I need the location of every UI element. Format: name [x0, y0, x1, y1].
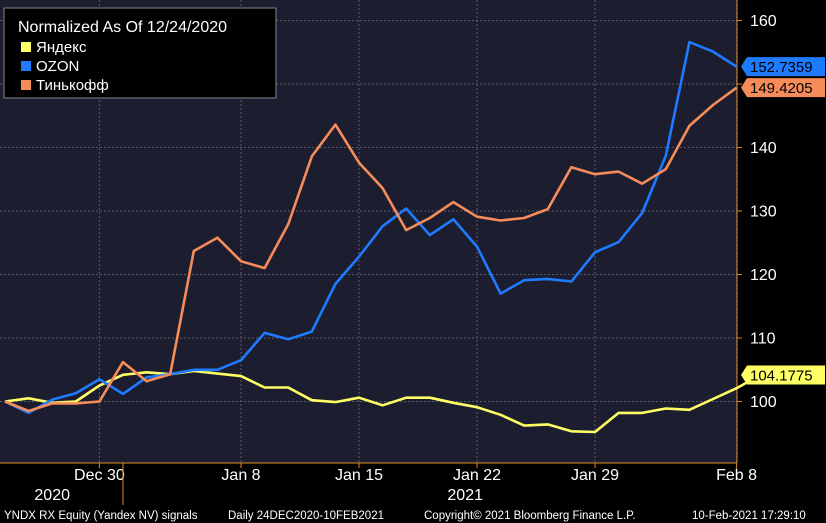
legend: Normalized As Of 12/24/2020 Яндекс OZON Ти…: [3, 7, 277, 99]
last-value-label: 104.1775: [750, 367, 813, 384]
legend-label: Яндекс: [36, 39, 87, 56]
y-tick-label: 130: [750, 204, 777, 221]
footer-range: Daily 24DEC2020-10FEB2021: [228, 510, 384, 522]
y-tick-label: 110: [750, 331, 776, 348]
legend-swatch: [21, 61, 31, 71]
legend-box: [3, 7, 277, 99]
last-value-tag: [741, 365, 825, 385]
series-lines: [4, 40, 761, 434]
y-tick-label: 100: [750, 394, 777, 411]
legend-label: Тинькофф: [36, 77, 109, 94]
x-tick-label: Jan 15: [335, 467, 383, 484]
footer-timestamp: 10-Feb-2021 17:29:10: [692, 510, 806, 522]
year-label: 2020: [34, 487, 70, 504]
x-tick-label: Jan 8: [221, 467, 260, 484]
series-line: [4, 86, 738, 413]
x-tick-label: Feb 8: [716, 467, 757, 484]
y-tick-label: 140: [750, 140, 777, 157]
x-tick-label: Dec 30: [74, 467, 125, 484]
chart-title: Normalized As Of 12/24/2020: [18, 19, 227, 36]
footer: YNDX RX Equity (Yandex NV) signals Daily…: [4, 510, 806, 522]
series-line: [4, 369, 761, 434]
x-tick-label: Jan 22: [453, 467, 501, 484]
footer-security: YNDX RX Equity (Yandex NV) signals: [4, 510, 198, 522]
year-label: 2021: [447, 487, 483, 504]
legend-swatch: [21, 80, 31, 90]
last-value-tag: [741, 78, 825, 98]
series-line: [4, 40, 738, 415]
last-value-tags: 104.1775 152.7359 149.4205: [741, 57, 825, 385]
x-axis: Dec 30 Jan 8 Jan 15 Jan 22 Jan 29 Feb 8 2020 20…: [0, 462, 757, 505]
last-value-tag: [741, 57, 825, 77]
y-tick-label: 120: [750, 267, 777, 284]
footer-copyright: Copyright© 2021 Bloomberg Finance L.P.: [424, 510, 636, 522]
last-value-label: 152.7359: [750, 59, 813, 76]
legend-label: OZON: [36, 58, 79, 75]
y-tick-label: 160: [750, 13, 777, 30]
x-tick-label: Jan 29: [571, 467, 619, 484]
last-value-label: 149.4205: [750, 80, 813, 97]
legend-swatch: [21, 42, 31, 52]
